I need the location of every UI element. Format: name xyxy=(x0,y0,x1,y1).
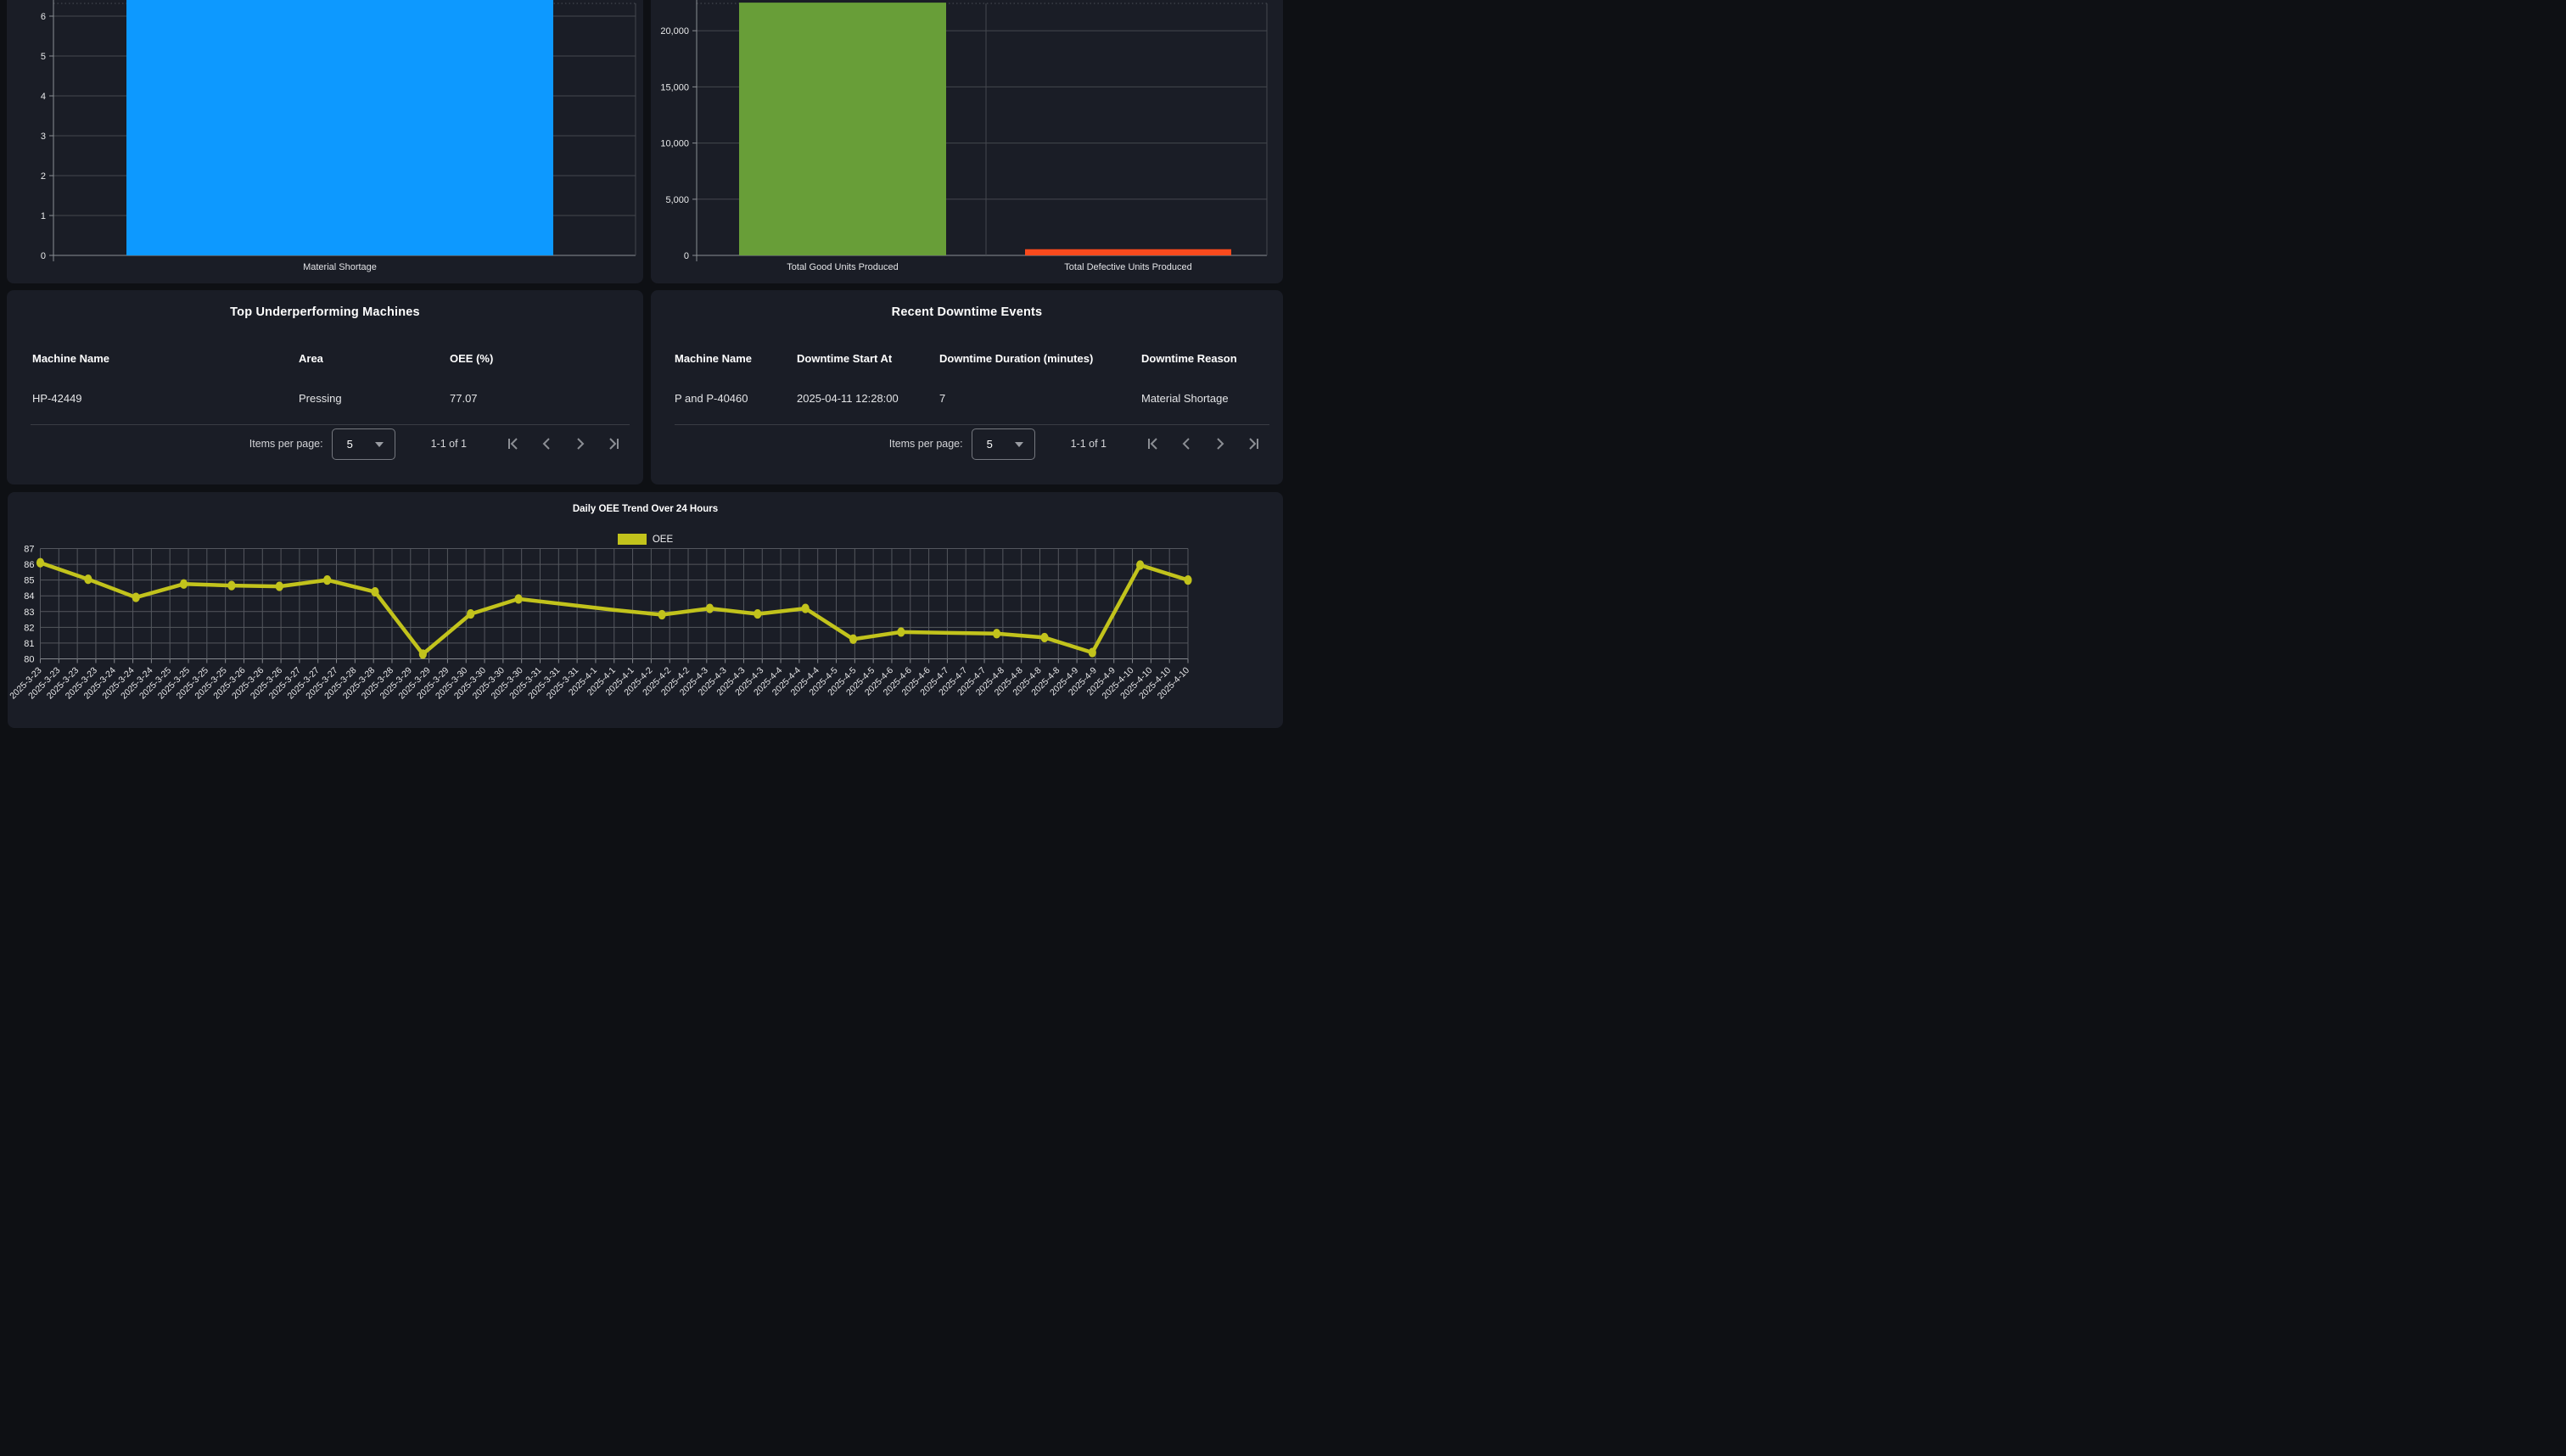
page-size-select[interactable]: 5 xyxy=(331,428,395,460)
cell-downtime-reason: Material Shortage xyxy=(1141,392,1229,405)
svg-text:5: 5 xyxy=(41,52,46,62)
svg-text:82: 82 xyxy=(24,623,34,633)
chevron-left-icon xyxy=(542,438,550,450)
underperforming-machines-panel: Top Underperforming Machines Machine Nam… xyxy=(7,290,643,484)
svg-text:20,000: 20,000 xyxy=(660,26,689,36)
cell-machine-name: P and P-40460 xyxy=(675,392,748,405)
cell-downtime-start: 2025-04-11 12:28:00 xyxy=(797,392,899,405)
svg-text:6: 6 xyxy=(41,12,46,22)
svg-text:84: 84 xyxy=(24,591,34,602)
svg-text:0: 0 xyxy=(684,251,689,261)
last-page-icon xyxy=(1249,438,1258,450)
cell-oee: 77.07 xyxy=(450,392,478,405)
page-range-label: 1-1 of 1 xyxy=(1070,438,1107,450)
svg-text:1: 1 xyxy=(41,211,46,221)
downtime-by-reason-bar-chart: 0 1 2 3 4 5 6 Material Shortage xyxy=(41,0,636,272)
svg-text:80: 80 xyxy=(24,655,34,665)
svg-text:15,000: 15,000 xyxy=(660,82,689,92)
svg-text:4: 4 xyxy=(41,92,46,102)
cell-area: Pressing xyxy=(299,392,342,405)
production-units-chart-panel: 0 5,000 10,000 15,000 20,000 Total Good Units… xyxy=(651,0,1283,283)
svg-text:81: 81 xyxy=(24,639,34,649)
svg-text:Material Shortage: Material Shortage xyxy=(303,262,377,272)
downtime-by-reason-chart-panel: 0 1 2 3 4 5 6 Material Shortage xyxy=(7,0,643,283)
next-page-button[interactable] xyxy=(1212,435,1229,452)
caret-down-icon xyxy=(1014,441,1023,447)
chart-title: Daily OEE Trend Over 24 Hours xyxy=(572,504,719,514)
row-divider xyxy=(675,424,1269,425)
svg-text:86: 86 xyxy=(24,560,34,570)
items-per-page-label: Items per page: xyxy=(888,438,963,450)
row-divider xyxy=(31,424,630,425)
panel-title: Top Underperforming Machines xyxy=(230,305,420,319)
chevron-right-icon xyxy=(577,438,585,450)
svg-text:3: 3 xyxy=(41,132,46,142)
svg-text:85: 85 xyxy=(24,576,34,586)
items-per-page-label: Items per page: xyxy=(249,438,323,450)
first-page-button[interactable] xyxy=(504,435,521,452)
page-size-select[interactable]: 5 xyxy=(971,428,1035,460)
svg-text:2: 2 xyxy=(41,171,46,182)
cell-downtime-duration: 7 xyxy=(939,392,946,405)
production-units-bar-chart: 0 5,000 10,000 15,000 20,000 Total Good Units… xyxy=(660,0,1268,272)
column-header-area: Area xyxy=(299,352,323,365)
svg-text:Total Good Units Produced: Total Good Units Produced xyxy=(787,262,898,272)
column-header-machine-name: Machine Name xyxy=(32,352,110,365)
recent-downtime-events-panel: Recent Downtime Events Machine Name Down… xyxy=(651,290,1283,484)
column-header-downtime-reason: Downtime Reason xyxy=(1141,352,1237,365)
chart-legend: OEE xyxy=(8,534,1283,545)
oee-dashboard: 0 1 2 3 4 5 6 Material Shortage 0 5,000 10,000 15,… xyxy=(0,0,1283,728)
previous-page-button[interactable] xyxy=(1178,435,1195,452)
svg-text:10,000: 10,000 xyxy=(660,139,689,149)
paginator: Items per page: 5 1-1 of 1 xyxy=(651,426,1283,462)
column-header-downtime-start: Downtime Start At xyxy=(797,352,893,365)
first-page-icon xyxy=(1148,438,1157,450)
next-page-button[interactable] xyxy=(572,435,589,452)
cell-machine-name: HP-42449 xyxy=(32,392,82,405)
previous-page-button[interactable] xyxy=(538,435,555,452)
oee-trend-chart-panel: Daily OEE Trend Over 24 Hours OEE 80 81 82… xyxy=(8,492,1283,728)
page-size-value: 5 xyxy=(986,437,993,451)
chevron-right-icon xyxy=(1217,438,1224,450)
oee-trend-line-chart: 80818283848586872025-3-232025-3-232025-3… xyxy=(8,545,1192,701)
legend-label: OEE xyxy=(652,534,674,545)
last-page-button[interactable] xyxy=(1246,435,1263,452)
paginator: Items per page: 5 1-1 of 1 xyxy=(7,426,643,462)
svg-text:87: 87 xyxy=(24,545,34,555)
svg-text:Total Defective Units Produced: Total Defective Units Produced xyxy=(1064,262,1191,272)
column-header-machine-name: Machine Name xyxy=(675,352,753,365)
svg-text:5,000: 5,000 xyxy=(665,195,689,205)
column-header-downtime-duration: Downtime Duration (minutes) xyxy=(939,352,1094,365)
first-page-icon xyxy=(508,438,518,450)
page-range-label: 1-1 of 1 xyxy=(430,438,467,450)
column-header-oee: OEE (%) xyxy=(450,352,494,365)
last-page-icon xyxy=(609,438,619,450)
svg-text:83: 83 xyxy=(24,608,34,618)
panel-title: Recent Downtime Events xyxy=(891,305,1043,319)
chevron-left-icon xyxy=(1182,438,1190,450)
caret-down-icon xyxy=(374,441,384,447)
svg-text:0: 0 xyxy=(41,251,46,261)
page-size-value: 5 xyxy=(346,437,353,451)
last-page-button[interactable] xyxy=(606,435,623,452)
first-page-button[interactable] xyxy=(1144,435,1161,452)
legend-swatch xyxy=(617,534,647,545)
